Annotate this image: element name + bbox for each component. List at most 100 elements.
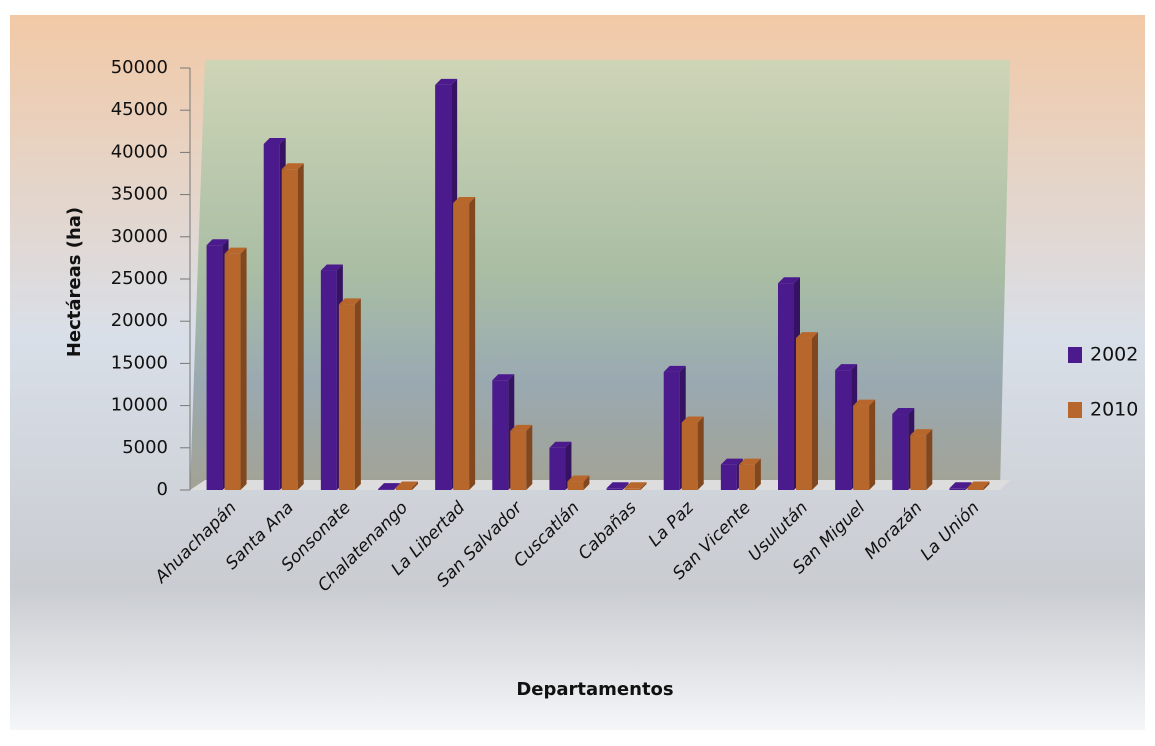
legend-swatch [1068, 347, 1082, 363]
bar-front [453, 203, 470, 491]
bar-top [796, 332, 818, 339]
bar [510, 424, 533, 490]
bar-side [412, 481, 418, 490]
bar [910, 429, 933, 490]
legend-label: 2010 [1090, 399, 1138, 421]
bar-front [549, 447, 566, 490]
bar-front [967, 487, 984, 490]
bar [796, 332, 818, 490]
bar [549, 441, 572, 490]
bar-top [435, 78, 458, 85]
bar-top [510, 424, 533, 431]
bar-top [338, 298, 361, 305]
bar-top [892, 408, 915, 415]
x-axis-title: Departamentos [516, 679, 673, 700]
y-tick-label: 20000 [111, 310, 168, 331]
bar-top [263, 137, 286, 144]
bar-front [663, 371, 680, 490]
bar-top [206, 239, 229, 246]
bar [624, 482, 647, 490]
bar [835, 364, 858, 490]
bar-front [224, 253, 241, 490]
bar-top [910, 429, 933, 436]
bar-front [378, 489, 394, 490]
bar-side [983, 481, 990, 490]
bar-top [663, 365, 686, 372]
bar-top [320, 264, 343, 271]
bar-front [778, 283, 794, 490]
bar-top [949, 482, 972, 489]
bar-front [281, 169, 298, 490]
bar-front [338, 304, 355, 490]
bar-top [492, 374, 515, 381]
bar [738, 458, 761, 490]
bar-front [206, 245, 223, 490]
y-tick-label: 15000 [111, 352, 168, 373]
bar-front [263, 143, 280, 490]
bar-top [624, 482, 647, 489]
y-tick-label: 50000 [111, 57, 168, 78]
bar-side [965, 482, 972, 490]
bar-front [606, 488, 623, 490]
bar-top [720, 458, 743, 465]
bar-front [492, 380, 509, 490]
y-tick-label: 5000 [122, 437, 168, 458]
bar-side [640, 482, 647, 490]
bar-side [583, 475, 590, 490]
bar-front [835, 370, 852, 490]
bar-top [378, 483, 400, 490]
bar [720, 458, 743, 490]
legend-label: 2002 [1090, 344, 1138, 366]
bar-top [967, 481, 990, 488]
bar-front [949, 488, 966, 490]
y-tick-label: 45000 [111, 99, 168, 120]
bar-top [549, 441, 572, 448]
bar-top [396, 481, 418, 488]
bar-front [853, 405, 870, 490]
bar-front [320, 270, 337, 490]
bar [853, 399, 876, 490]
bar-front [738, 464, 755, 490]
bar-side [240, 247, 247, 490]
bar-top [853, 399, 876, 406]
bar-front [396, 487, 412, 490]
bar-top [606, 482, 629, 489]
bar-front [910, 435, 927, 490]
y-tick-label: 10000 [111, 395, 168, 416]
bar-front [510, 430, 527, 490]
bar-top [681, 416, 704, 423]
bar-front [435, 84, 452, 490]
bar-side [354, 298, 361, 490]
bar-top [738, 458, 761, 465]
bar-top [835, 364, 858, 371]
bar-front [624, 488, 641, 490]
bar [567, 475, 590, 490]
bar-side [697, 416, 704, 490]
bar-front [720, 464, 737, 490]
bar [606, 482, 629, 490]
bar [224, 247, 247, 490]
y-axis-title: Hectáreas (ha) [64, 207, 85, 357]
bar-top [567, 475, 590, 482]
bar-side [526, 424, 533, 490]
bar-side [565, 441, 572, 490]
bar [338, 298, 361, 490]
bar-front [892, 414, 909, 490]
y-tick-label: 35000 [111, 184, 168, 205]
bar-side [869, 399, 876, 490]
bar [281, 163, 304, 490]
bar-top [778, 277, 800, 284]
bar-side [297, 163, 304, 490]
bar-side [812, 332, 818, 490]
bar-top [281, 163, 304, 170]
y-tick-label: 25000 [111, 268, 168, 289]
bar-side [754, 458, 761, 490]
y-tick-label: 0 [157, 479, 168, 500]
bar-front [796, 338, 812, 490]
bar-front [567, 481, 584, 490]
bar-side [469, 197, 476, 491]
bar-top [224, 247, 247, 254]
bar [396, 481, 418, 490]
y-tick-label: 40000 [111, 141, 168, 162]
